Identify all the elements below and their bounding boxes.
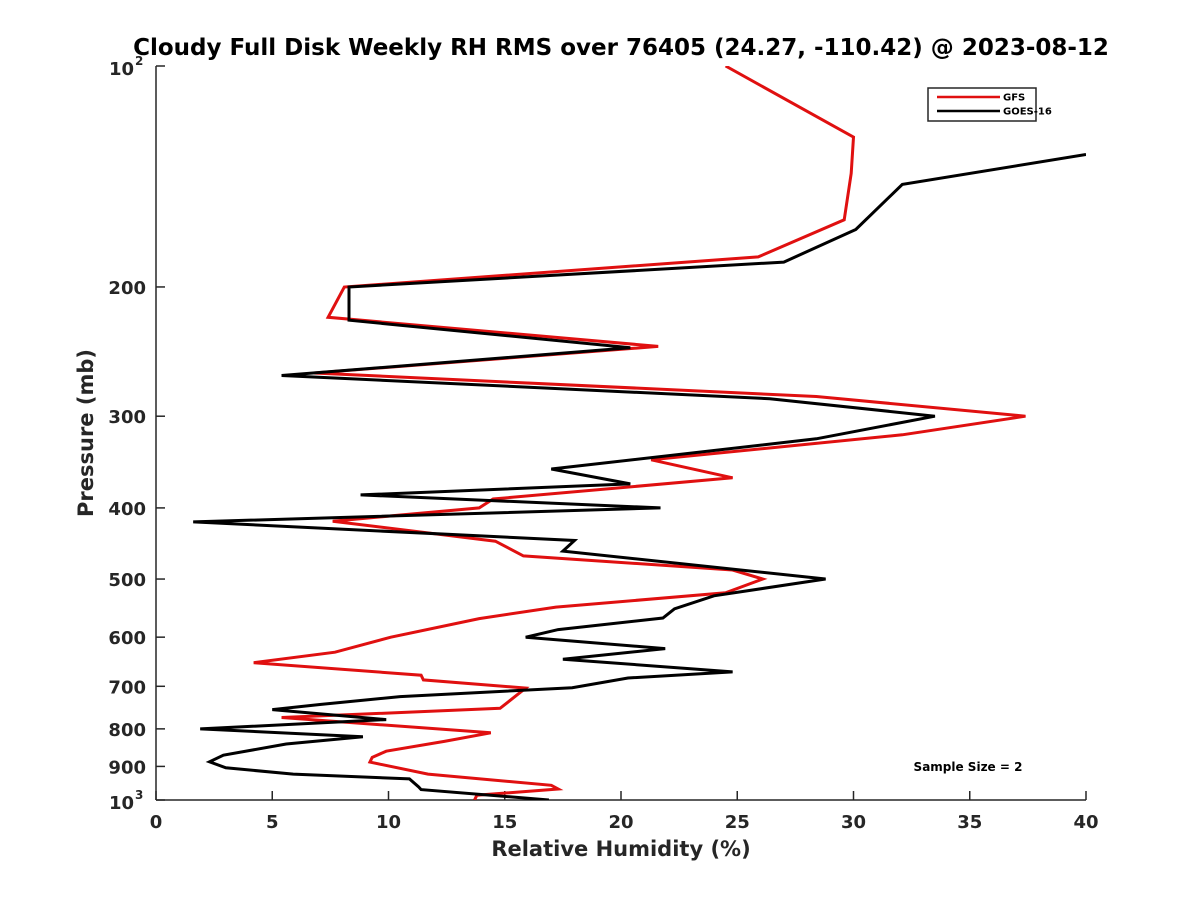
y-tick-label-power: 10 3 <box>109 788 143 814</box>
x-tick-label: 5 <box>266 812 279 833</box>
x-tick-label: 40 <box>1073 812 1098 833</box>
y-tick-label: 900 <box>108 757 146 778</box>
y-tick-label: 800 <box>108 720 146 741</box>
x-tick-label: 25 <box>725 812 750 833</box>
x-tick-label: 30 <box>841 812 866 833</box>
y-tick-label-power: 10 2 <box>109 54 143 80</box>
y-tick-label: 500 <box>108 570 146 591</box>
x-tick-label: 10 <box>376 812 401 833</box>
x-tick-label: 20 <box>608 812 633 833</box>
legend-entry-label: GFS <box>1003 93 1025 104</box>
y-tick-label: 200 <box>108 278 146 299</box>
legend-box <box>927 87 1037 122</box>
y-tick-label-exponent: 2 <box>135 54 143 68</box>
y-tick-label: 400 <box>108 499 146 520</box>
y-tick-label: 700 <box>108 677 146 698</box>
y-tick-label-base: 10 <box>109 59 134 80</box>
y-tick-label-base: 10 <box>109 793 134 814</box>
x-tick-label: 0 <box>150 812 163 833</box>
legend: GFS GOES-16 <box>927 87 1052 122</box>
y-axis-label: Pressure (mb) <box>74 349 98 517</box>
x-axis-label: Relative Humidity (%) <box>491 837 750 861</box>
x-tick-label: 15 <box>492 812 517 833</box>
series-line-gfs <box>253 66 1026 800</box>
y-tick-label: 600 <box>108 628 146 649</box>
x-tick-label: 35 <box>957 812 982 833</box>
legend-entry-label: GOES-16 <box>1003 107 1052 118</box>
series-line-goes-16 <box>193 153 1086 800</box>
chart-title: Cloudy Full Disk Weekly RH RMS over 7640… <box>133 35 1109 61</box>
y-tick-label: 300 <box>108 407 146 428</box>
sample-size-annotation: Sample Size = 2 <box>914 760 1023 774</box>
y-tick-label-exponent: 3 <box>135 788 143 802</box>
